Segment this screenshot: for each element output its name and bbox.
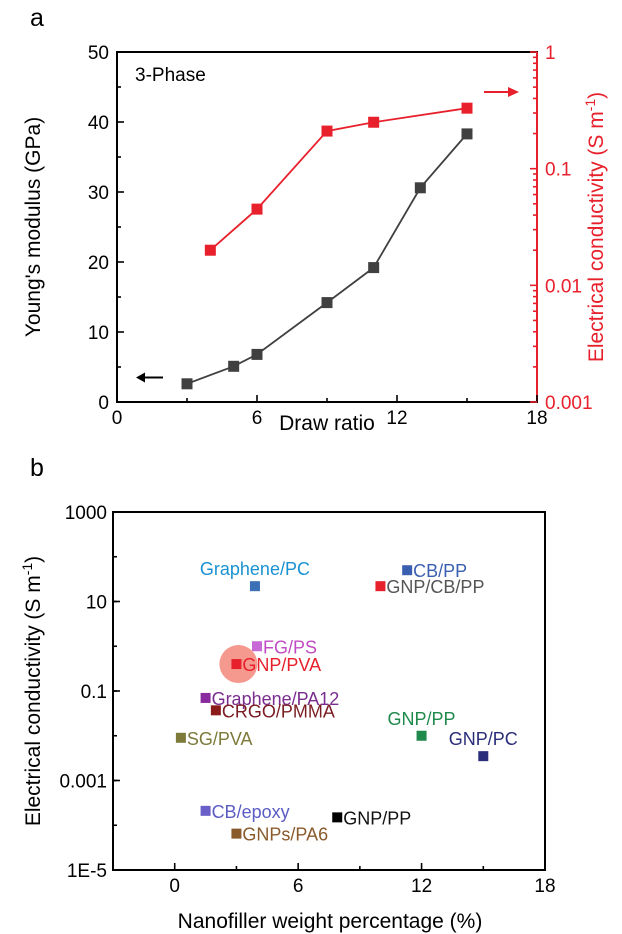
chart-a-series-1-point — [228, 360, 240, 372]
left-axis-arrow-icon — [136, 372, 145, 383]
scatter-point-label: GNP/PP — [343, 808, 411, 828]
chart-a-series-2-point — [204, 244, 216, 256]
scatter-point-label: GNP/PC — [449, 729, 518, 749]
scatter-marker — [210, 705, 221, 716]
chart-a-frame — [116, 51, 538, 403]
scatter-point: Graphene/PC — [200, 559, 310, 592]
chart-b-x-tick-label: 12 — [411, 876, 432, 897]
scatter-marker — [231, 828, 242, 839]
chart-a-y-right-tick-label: 0.01 — [545, 276, 582, 297]
scatter-point: GNP/PP — [332, 808, 411, 828]
right-axis-arrow-icon — [508, 87, 519, 97]
chart-b-y-tick-label: 1000 — [65, 503, 107, 524]
chart-a-y-right-tick-label: 1 — [545, 43, 556, 64]
chart-a-series-1-point — [321, 297, 333, 309]
scatter-marker — [200, 692, 211, 703]
panel-b-label: b — [30, 454, 44, 482]
chart-a-y-left-tick-label: 20 — [88, 253, 109, 274]
scatter-point-label: CB/PP — [413, 561, 467, 581]
panel-a-label: a — [30, 4, 44, 32]
chart-a-series-2-point — [368, 116, 380, 128]
scatter-point-label: CB/epoxy — [212, 802, 290, 822]
scatter-point: FG/PS — [252, 637, 317, 657]
chart-a-series-2-point — [251, 203, 263, 215]
chart-a-y-left-tick-label: 10 — [88, 323, 109, 344]
scatter-marker — [249, 581, 260, 592]
chart-b-ylabel-main: Electrical conductivity (S m — [22, 575, 45, 826]
chart-a-ylabel-right-close: ) — [585, 92, 608, 99]
chart-a-series-1-point — [181, 378, 193, 390]
scatter-marker — [402, 565, 413, 576]
chart-b-y-tick-label: 0.001 — [59, 772, 107, 793]
scatter-point: GNP/PVA — [219, 645, 321, 684]
scatter-point-label: GNP/PVA — [242, 655, 321, 675]
chart-a-xlabel: Draw ratio — [279, 412, 375, 435]
scatter-marker — [252, 641, 262, 652]
chart-b-y-tick-label: 10 — [86, 593, 107, 614]
scatter-point-label: Graphene/PA12 — [212, 689, 340, 709]
chart-a-series-line-1 — [186, 133, 468, 385]
chart-a-ylabel-right-main: Electrical conductivity (S m — [585, 111, 608, 362]
chart-a-series-1-point — [251, 348, 263, 360]
chart-a-series-2-point — [461, 102, 473, 114]
scatter-marker — [200, 805, 211, 816]
scatter-point-label: SG/PVA — [187, 729, 253, 749]
scatter-point: GNP/CB/PP — [375, 577, 484, 597]
chart-b-ylabel-close: ) — [22, 556, 45, 563]
scatter-marker — [175, 732, 186, 743]
chart-a-series-1-point — [368, 262, 380, 274]
chart-b: Nanofiller weight percentage (%) Electri… — [19, 503, 556, 933]
scatter-point-label: GNPs/PA6 — [242, 825, 328, 845]
chart-a-y-right-tick-label: 0.001 — [545, 393, 593, 414]
chart-a-ylabel-left: Young's modulus (GPa) — [22, 117, 45, 337]
chart-a-y-left-tick-label: 40 — [88, 113, 109, 134]
scatter-marker — [375, 581, 386, 592]
scatter-point-label: CRGO/PMMA — [222, 701, 335, 721]
chart-a-x-tick-label: 6 — [252, 408, 263, 429]
scatter-marker — [416, 730, 427, 741]
chart-a-x-tick-label: 0 — [112, 408, 123, 429]
chart-b-x-tick-label: 18 — [534, 876, 555, 897]
chart-b-ylabel: Electrical conductivity (S m-1) — [19, 556, 45, 826]
chart-a-series-1-point — [461, 128, 473, 140]
scatter-point: CRGO/PMMA — [210, 701, 335, 721]
chart-a-ylabel-right: Electrical conductivity (S m-1) — [582, 92, 608, 362]
chart-b-y-tick-label: 1E-5 — [67, 861, 107, 882]
scatter-point-label: GNP/PP — [388, 709, 456, 729]
scatter-point-label: Graphene/PC — [200, 559, 310, 579]
scatter-marker — [332, 812, 343, 823]
chart-b-ylabel-sup: -1 — [19, 563, 35, 576]
chart-b-x-tick-label: 6 — [293, 876, 304, 897]
chart-b-y-tick-label: 0.1 — [81, 682, 107, 703]
scatter-point: GNPs/PA6 — [231, 825, 328, 845]
chart-a-series-2-point — [321, 125, 333, 137]
scatter-marker — [231, 659, 242, 670]
chart-a-x-tick-label: 12 — [386, 408, 407, 429]
chart-a-ylabel-right-sup: -1 — [582, 99, 598, 112]
chart-a-y-left-tick-label: 50 — [88, 43, 109, 64]
scatter-point: Graphene/PA12 — [200, 689, 340, 709]
scatter-point-label: GNP/CB/PP — [386, 577, 484, 597]
chart-a-y-left-tick-label: 30 — [88, 183, 109, 204]
scatter-point-label: FG/PS — [263, 637, 317, 657]
scatter-point: SG/PVA — [175, 729, 253, 749]
chart-a: 3-Phase Draw ratio Young's modulus (GPa)… — [22, 43, 608, 435]
chart-a-series-1-point — [414, 182, 426, 194]
scatter-point: GNP/PP — [388, 709, 456, 741]
scatter-point: CB/epoxy — [200, 802, 290, 822]
chart-a-y-right-tick-label: 0.1 — [545, 160, 571, 181]
chart-a-y-left-tick-label: 0 — [98, 393, 109, 414]
scatter-point: GNP/PC — [449, 729, 518, 762]
scatter-marker — [478, 751, 489, 762]
chart-b-x-tick-label: 0 — [169, 876, 180, 897]
scatter-point: CB/PP — [402, 561, 467, 581]
chart-a-annotation: 3-Phase — [135, 65, 206, 86]
chart-b-xlabel: Nanofiller weight percentage (%) — [178, 910, 483, 933]
chart-a-x-tick-label: 18 — [526, 408, 547, 429]
